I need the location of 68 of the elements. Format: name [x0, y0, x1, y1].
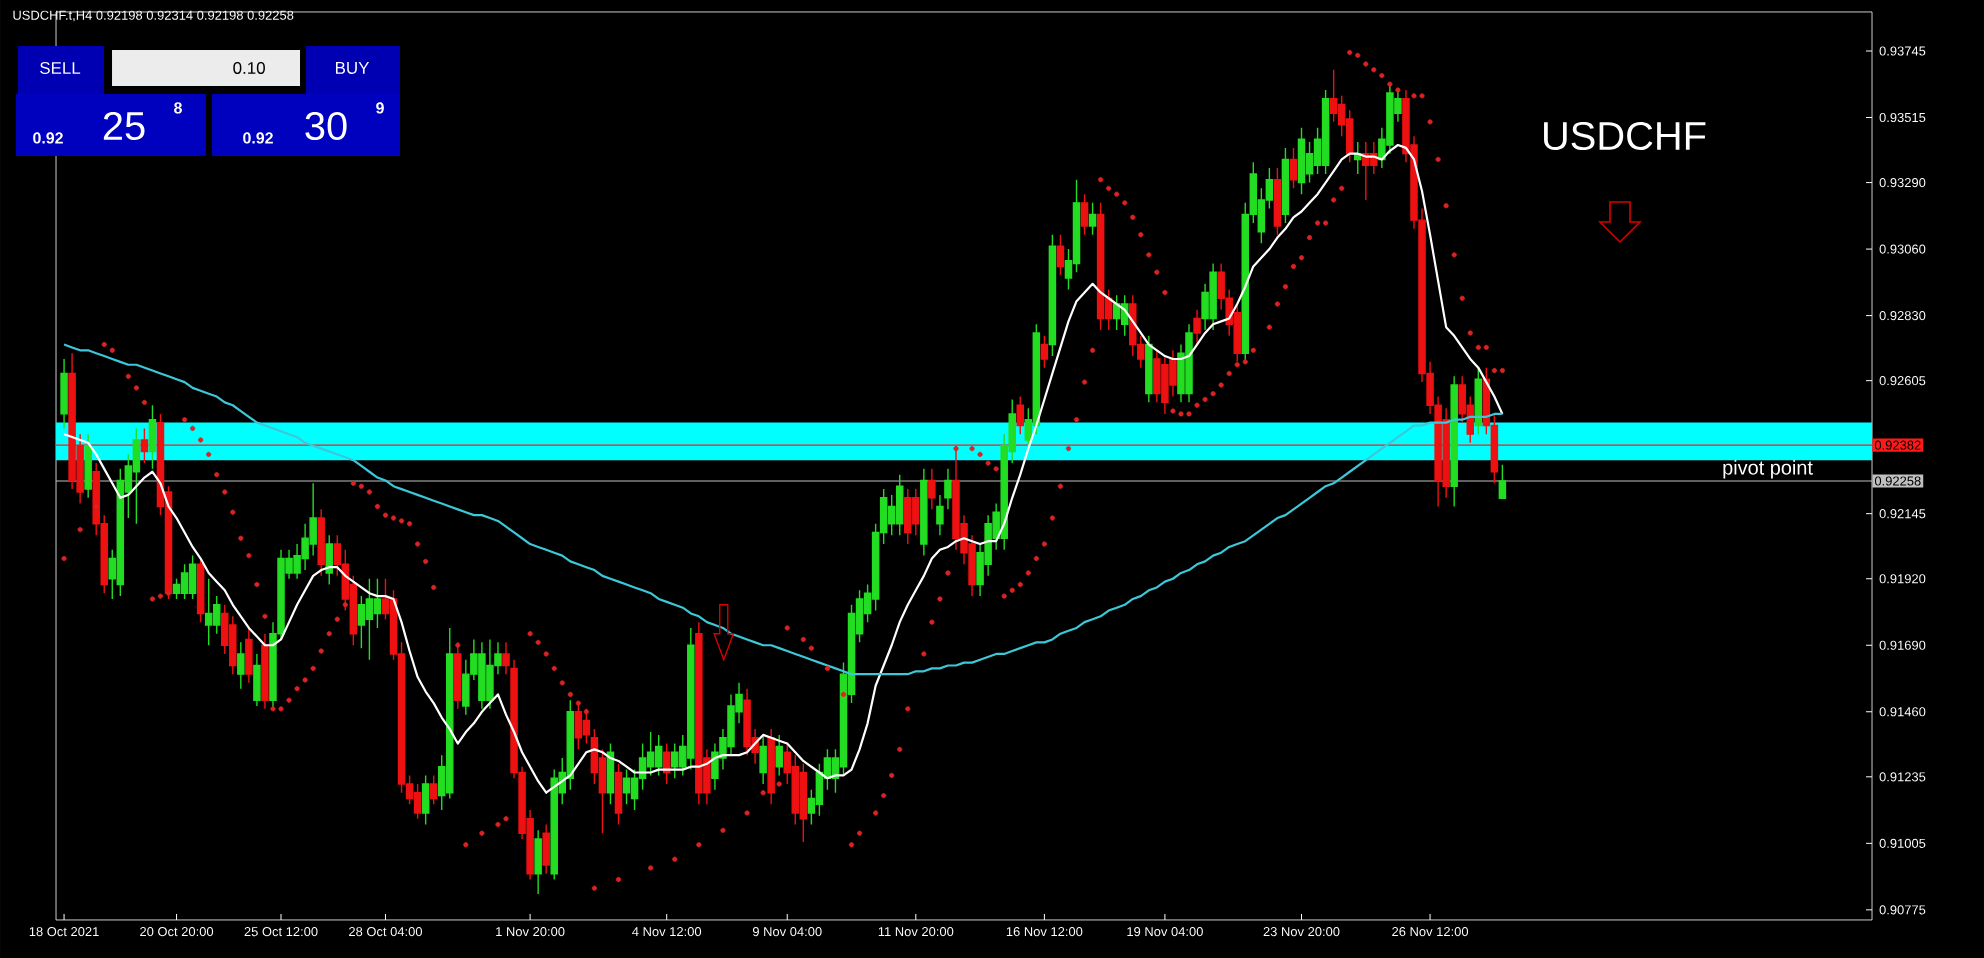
- candlestick: [1273, 167, 1282, 236]
- annotation: pivot point: [1723, 460, 1813, 479]
- candlestick: [140, 427, 149, 464]
- candlestick: [1056, 233, 1065, 276]
- candlestick: [1040, 335, 1049, 369]
- candlestick: [1209, 262, 1217, 331]
- candlestick: [759, 734, 767, 785]
- candlestick: [180, 563, 189, 600]
- candlestick: [1321, 89, 1330, 175]
- candlestick: [1161, 355, 1169, 415]
- candlestick: [1450, 375, 1458, 508]
- candlestick: [132, 427, 141, 525]
- annotation: SELL: [40, 62, 81, 74]
- annotation: 0.10: [233, 62, 265, 74]
- candlestick: [767, 728, 775, 805]
- candlestick: [614, 763, 623, 826]
- candlestick: [775, 734, 783, 777]
- candlestick: [574, 702, 583, 751]
- candlestick: [622, 768, 631, 805]
- candlestick: [743, 687, 751, 756]
- annotation: 30: [305, 111, 347, 141]
- candlestick: [196, 557, 205, 623]
- candlestick: [148, 404, 157, 470]
- candlestick: [895, 473, 904, 537]
- candlestick: [542, 823, 550, 875]
- candlestick: [687, 627, 695, 771]
- candlestick: [1185, 323, 1193, 404]
- candlestick: [253, 653, 261, 707]
- candlestick: [904, 488, 912, 545]
- candlestick: [188, 554, 197, 600]
- candlestick: [1145, 335, 1153, 404]
- candlestick: [1193, 309, 1201, 346]
- candlestick: [84, 433, 92, 499]
- annotation: BUY: [335, 62, 370, 74]
- candlestick: [413, 783, 422, 820]
- candlestick: [1289, 147, 1298, 190]
- candlestick: [245, 627, 253, 684]
- candlestick: [1281, 147, 1290, 224]
- text: USDCHF: [1544, 121, 1706, 151]
- candlestick: [670, 742, 679, 779]
- candlestick: [1016, 395, 1025, 435]
- candlestick: [365, 578, 374, 661]
- candlestick: [421, 774, 430, 826]
- candlestick: [478, 641, 486, 710]
- candlestick: [486, 638, 494, 710]
- candlestick: [261, 632, 269, 710]
- candlestick: [204, 578, 213, 646]
- candlestick: [920, 468, 928, 557]
- candlestick: [928, 468, 936, 511]
- candlestick: [534, 829, 542, 895]
- candlestick: [317, 508, 325, 577]
- candlestick: [912, 488, 920, 537]
- candlestick: [60, 358, 68, 430]
- candlestick: [799, 763, 808, 843]
- annotation: 25: [103, 111, 145, 141]
- candlestick: [1096, 202, 1105, 331]
- candlestick: [1498, 464, 1507, 500]
- candlestick: [1048, 233, 1057, 357]
- candlestick: [429, 774, 438, 805]
- candlestick: [325, 534, 333, 586]
- candlestick: [1088, 202, 1097, 236]
- candlestick: [1297, 126, 1306, 195]
- candlestick: [582, 708, 591, 745]
- candlestick: [1080, 193, 1089, 236]
- candlestick: [695, 621, 703, 805]
- candlestick: [454, 641, 462, 710]
- candlestick: [654, 734, 663, 777]
- candlestick: [237, 641, 245, 690]
